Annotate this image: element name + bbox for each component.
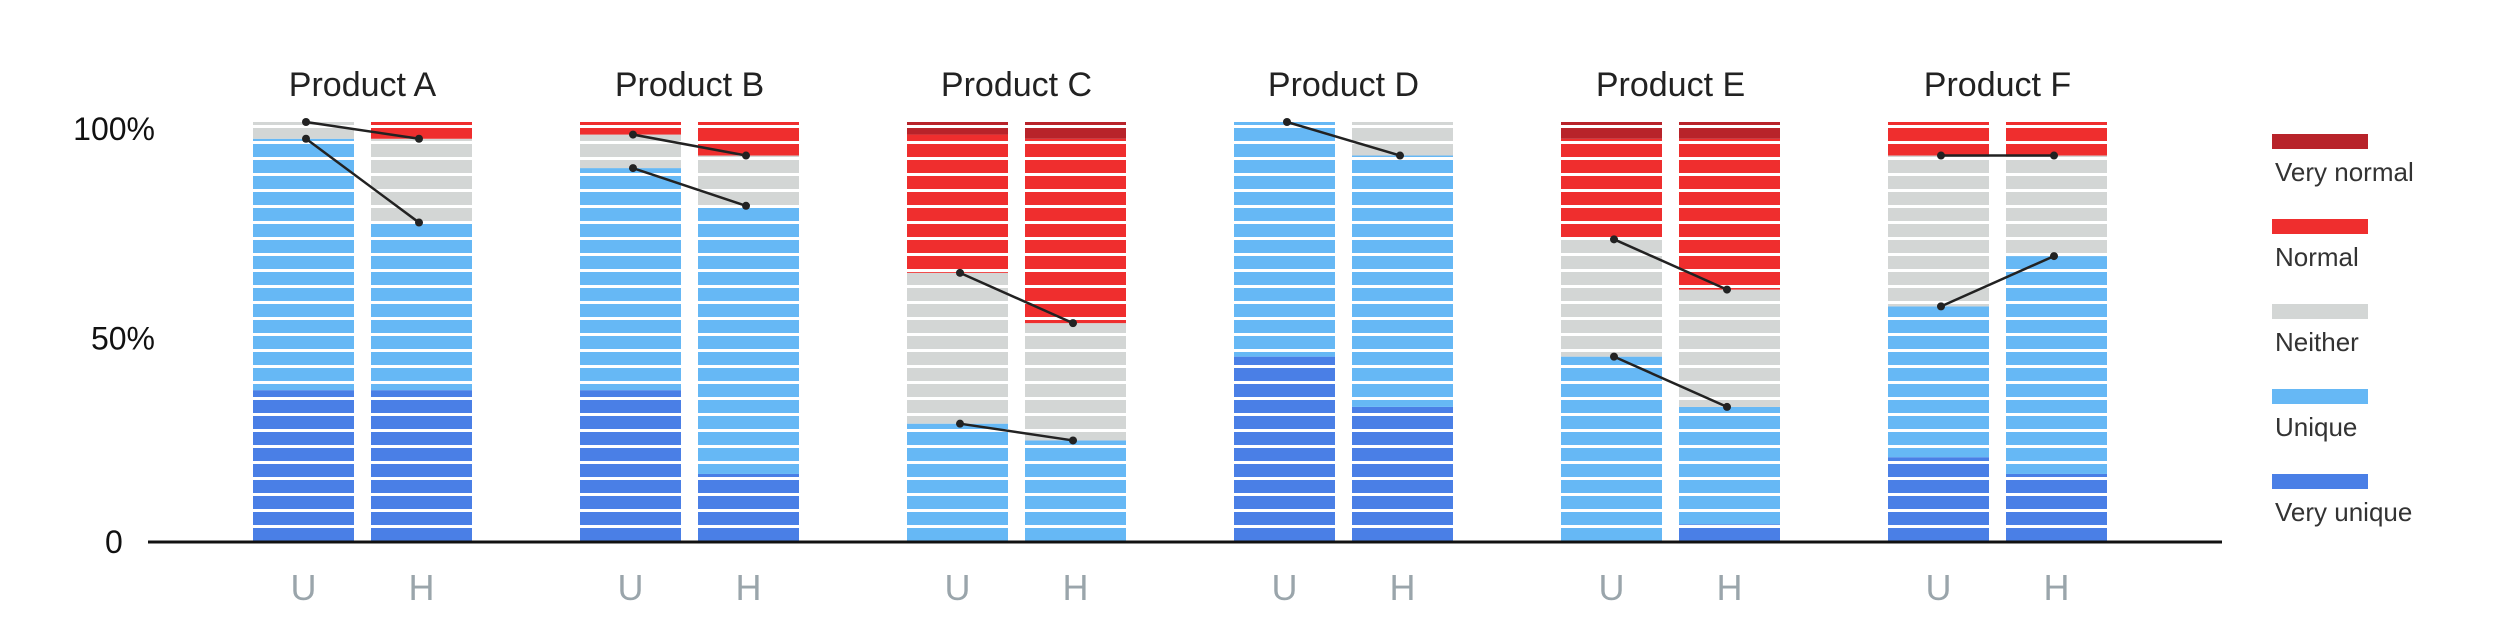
connector-dot	[1937, 302, 1945, 311]
bar-stripes	[1561, 122, 1662, 541]
connector-dot	[1396, 151, 1404, 160]
legend-swatch-very-normal	[2272, 134, 2368, 149]
legend-label: Very unique	[2275, 497, 2412, 527]
connector-dot	[1283, 118, 1291, 126]
connector-dot	[1937, 151, 1945, 160]
connector-dot	[415, 134, 423, 143]
connector-dot	[2050, 252, 2058, 261]
connector-dot	[302, 134, 310, 143]
bar-label: H	[409, 567, 435, 608]
connector-dot	[1069, 319, 1077, 328]
axis-layer: 0 50% 100%	[73, 111, 2222, 560]
bar-stripes	[698, 122, 799, 541]
connector-line	[632, 133, 747, 157]
connector-line	[632, 166, 747, 207]
bar-stripes	[1888, 122, 1989, 541]
product-title: Product F	[1924, 66, 2071, 104]
legend-swatch-unique	[2272, 389, 2368, 404]
bar-stripes	[1025, 122, 1126, 541]
legend-swatch-normal	[2272, 219, 2368, 234]
bar-stripes	[1352, 122, 1453, 541]
bar-label: U	[1272, 567, 1298, 608]
labels-layer: Product A U H Product B U H Product C U H Product…	[289, 66, 2071, 608]
product-title: Product C	[941, 66, 1092, 104]
bar-label: H	[2044, 567, 2070, 608]
bar-label: H	[1390, 567, 1416, 608]
connector-line	[1286, 120, 1401, 157]
connector-dot	[302, 118, 310, 126]
legend-label: Unique	[2275, 412, 2357, 442]
connector-line	[305, 137, 420, 224]
bar-label: U	[291, 567, 317, 608]
bars-layer	[253, 122, 2107, 541]
stripes-layer	[253, 122, 2107, 541]
legend-swatch-neither	[2272, 304, 2368, 319]
bar-label: H	[1717, 567, 1743, 608]
bar-stripes	[1679, 122, 1780, 541]
legend-label: Normal	[2275, 242, 2359, 272]
bar-label: H	[736, 567, 762, 608]
connector-dot	[629, 164, 637, 173]
legend-label: Neither	[2275, 327, 2359, 357]
connector-dot	[1610, 235, 1618, 244]
connector-line	[1613, 355, 1728, 409]
connectors-layer	[302, 118, 2058, 445]
connector-dot	[1723, 285, 1731, 294]
connector-line	[1613, 238, 1728, 291]
product-title: Product B	[615, 66, 764, 104]
legend-layer: Very normal Normal Neither Unique Very uniqu…	[2272, 134, 2414, 527]
bar-label: U	[1926, 567, 1952, 608]
connector-dot	[956, 419, 964, 428]
connector-line	[959, 271, 1074, 325]
bar-stripes	[2006, 122, 2107, 541]
connector-dot	[742, 201, 750, 210]
connector-line	[959, 422, 1074, 442]
connector-dot	[1610, 352, 1618, 361]
connector-dot	[1723, 402, 1731, 411]
legend-swatch-very-unique	[2272, 474, 2368, 489]
connector-dot	[742, 151, 750, 160]
connector-line	[305, 120, 420, 140]
bar-label: H	[1063, 567, 1089, 608]
connector-dot	[1069, 436, 1077, 445]
connector-dot	[415, 218, 423, 227]
bar-label: U	[1599, 567, 1625, 608]
product-title: Product D	[1268, 66, 1419, 104]
y-tick-label: 0	[105, 524, 123, 560]
bar-stripes	[907, 122, 1008, 541]
y-tick-label: 50%	[91, 321, 155, 357]
bar-stripes	[1234, 122, 1335, 541]
connector-line	[1940, 254, 2055, 308]
product-title: Product A	[289, 66, 437, 104]
bar-stripes	[580, 122, 681, 541]
bar-label: U	[945, 567, 971, 608]
bar-stripes	[371, 122, 472, 541]
product-title: Product E	[1596, 66, 1745, 104]
bar-stripes	[253, 122, 354, 541]
connector-dot	[956, 268, 964, 277]
connector-dot	[2050, 151, 2058, 160]
bar-label: U	[618, 567, 644, 608]
legend-label: Very normal	[2275, 157, 2414, 187]
y-tick-label: 100%	[73, 111, 155, 147]
connector-dot	[629, 130, 637, 139]
